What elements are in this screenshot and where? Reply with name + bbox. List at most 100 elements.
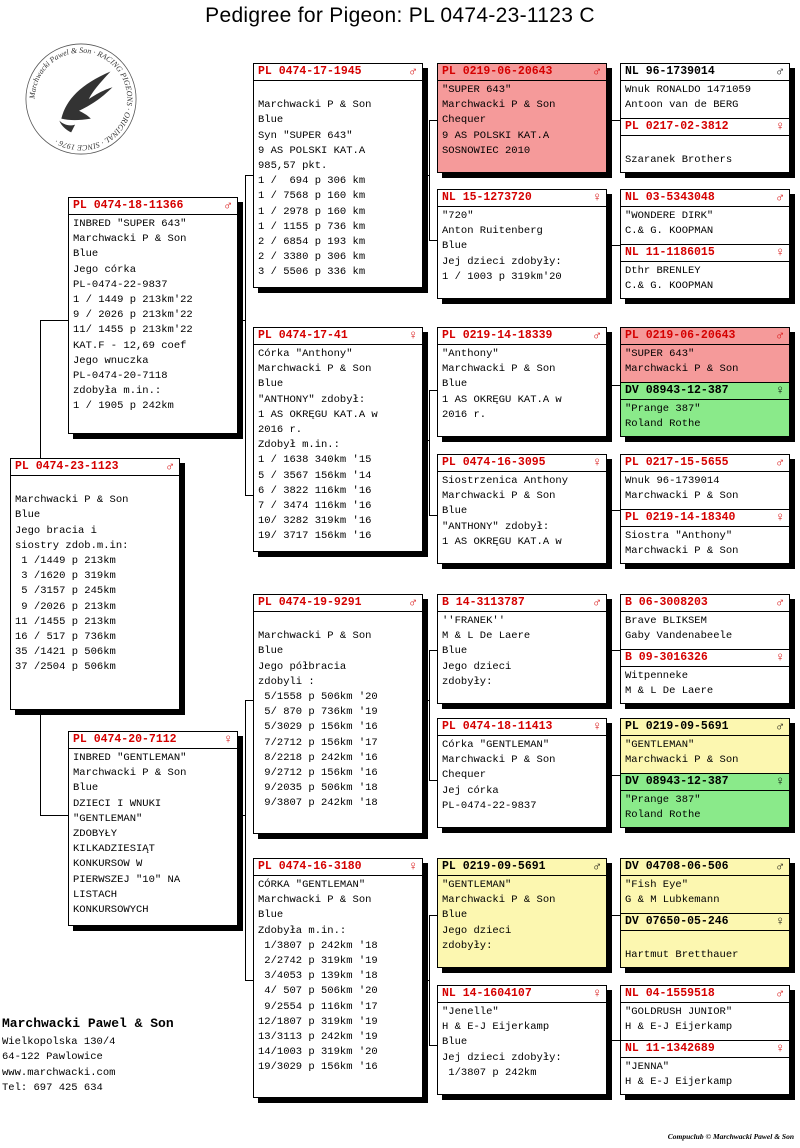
great-grandparent-card[interactable]: PL 0219-06-20643 ♂ "SUPER 643" Marchwacki P… <box>437 63 607 173</box>
detail-line: M & L De Laere <box>625 685 714 698</box>
detail-line: Blue <box>442 909 468 922</box>
ring-header: PL 0474-20-7112 ♀ <box>69 732 237 749</box>
pigeon-details: "GENTLEMAN" Marchwacki P & Son <box>621 736 789 768</box>
logo-badge: Marchwacki Pawel & Son · RACING PIGEONS … <box>25 43 137 155</box>
detail-line: Marchwacki P & Son <box>258 99 372 112</box>
pedigree-connector-line <box>245 980 253 981</box>
detail-line: Jego dzieci <box>442 924 512 937</box>
pedigree-connector-line <box>607 775 620 776</box>
ring-header: PL 0219-09-5691 ♂ <box>621 719 789 736</box>
sire-section[interactable]: NL 96-1739014 ♂ Wnuk RONALDO 1471059 Antoon… <box>621 64 789 113</box>
great-grandparent-card[interactable]: PL 0474-16-3095 ♀ Siostrzenica Anthony Marc… <box>437 454 607 564</box>
sex-symbol-icon: ♀ <box>776 383 784 398</box>
mother-card[interactable]: PL 0474-20-7112 ♀ INBRED "GENTLEMAN" Marchw… <box>68 731 238 926</box>
ring-header: PL 0474-23-1123 ♂ <box>11 459 179 476</box>
dam-section[interactable]: DV 07650-05-246 ♀ ​Hartmut Bretthauer <box>621 913 789 967</box>
detail-line: 5/1558 p 506km '20 <box>258 691 378 704</box>
ring-number: PL 0217-02-3812 <box>625 120 729 133</box>
sire-section[interactable]: NL 04-1559518 ♂ "GOLDRUSH JUNIOR" H & E-J E… <box>621 986 789 1035</box>
pedigree-connector-line <box>607 120 620 121</box>
detail-line: INBRED "GENTLEMAN" <box>73 752 187 764</box>
detail-line: "Prange 387" <box>625 403 701 415</box>
detail-line: Blue <box>442 1036 468 1049</box>
great-grandparent-card[interactable]: NL 15-1273720 ♀ "720" Anton Ruitenberg Blue J… <box>437 189 607 299</box>
detail-line: 9/2712 p 156km '16 <box>258 767 378 780</box>
pedigree-connector-line <box>40 815 68 816</box>
pigeon-details: INBRED "GENTLEMAN" Marchwacki P & Son Blue… <box>69 749 237 918</box>
sex-symbol-icon: ♂ <box>166 459 174 474</box>
great-great-grandparents-card[interactable]: NL 03-5343048 ♂ "WONDERE DIRK" C.& G. KOOPM… <box>620 189 790 299</box>
sire-section[interactable]: NL 03-5343048 ♂ "WONDERE DIRK" C.& G. KOOPM… <box>621 190 789 239</box>
ring-number: B 14-3113787 <box>442 596 525 609</box>
detail-line: 19/ 3717 156km '16 <box>258 530 372 543</box>
pigeon-details: Córka "Anthony" Marchwacki P & Son Blue "AN… <box>254 345 422 545</box>
great-grandparent-card[interactable]: PL 0219-14-18339 ♂ "Anthony" Marchwacki P &… <box>437 327 607 437</box>
great-grandparent-card[interactable]: PL 0474-18-11413 ♀ Córka "GENTLEMAN" Marchw… <box>437 718 607 828</box>
dam-section[interactable]: NL 11-1342689 ♀ "JENNA" H & E-J Eijerkamp <box>621 1040 789 1094</box>
detail-line: "SUPER 643" <box>625 348 695 360</box>
dam-section[interactable]: DV 08943-12-387 ♀ "Prange 387" Roland Rothe <box>621 382 789 436</box>
great-great-grandparents-card[interactable]: B 06-3008203 ♂ Brave BLIKSEM Gaby Vandenabe… <box>620 594 790 704</box>
dam-section[interactable]: PL 0219-14-18340 ♀ Siostra "Anthony" Marchw… <box>621 509 789 563</box>
great-great-grandparents-card[interactable]: DV 04708-06-506 ♂ "Fish Eye" G & M Lubkeman… <box>620 858 790 968</box>
subject-pigeon-card[interactable]: PL 0474-23-1123 ♂ ​Marchwacki P & Son Blue J… <box>10 458 180 710</box>
detail-line: ​ <box>258 614 419 629</box>
ring-number: PL 0219-14-18339 <box>442 329 553 342</box>
ring-header: B 14-3113787 ♂ <box>438 595 606 612</box>
sex-symbol-icon: ♀ <box>224 732 232 747</box>
detail-line: Marchwacki P & Son <box>625 363 739 376</box>
grandparent-card[interactable]: PL 0474-16-3180 ♀ CÓRKA "GENTLEMAN" Marchwa… <box>253 858 423 1098</box>
sex-symbol-icon: ♂ <box>593 64 601 79</box>
great-great-grandparents-card[interactable]: NL 04-1559518 ♂ "GOLDRUSH JUNIOR" H & E-J E… <box>620 985 790 1095</box>
pedigree-connector-line <box>607 650 620 651</box>
dam-section[interactable]: PL 0217-02-3812 ♀ ​Szaranek Brothers <box>621 118 789 172</box>
detail-line: C.& G. KOOPMAN <box>625 280 714 293</box>
ring-header: NL 11-1342689 ♀ <box>621 1041 789 1058</box>
great-great-grandparents-card[interactable]: PL 0219-06-20643 ♂ "SUPER 643" Marchwacki P… <box>620 327 790 437</box>
great-great-grandparents-card[interactable]: PL 0219-09-5691 ♂ "GENTLEMAN" Marchwacki P … <box>620 718 790 828</box>
detail-line: 2 / 3380 p 306 km <box>258 251 366 264</box>
detail-line: 1 / 2978 p 160 km <box>258 205 366 218</box>
detail-line: Marchwacki P & Son <box>442 490 556 503</box>
sire-section[interactable]: PL 0219-06-20643 ♂ "SUPER 643" Marchwacki P… <box>621 328 789 377</box>
sire-section[interactable]: B 06-3008203 ♂ Brave BLIKSEM Gaby Vandenabe… <box>621 595 789 644</box>
detail-line: 13/3113 p 242km '19 <box>258 1031 378 1044</box>
pedigree-connector-line <box>245 175 246 495</box>
detail-line: Jej dzieci zdobyły: <box>442 255 562 268</box>
sire-section[interactable]: PL 0217-15-5655 ♂ Wnuk 96-1739014 Marchwack… <box>621 455 789 504</box>
ring-header: PL 0474-19-9291 ♂ <box>254 595 422 612</box>
detail-line: "720" <box>442 210 474 222</box>
dam-section[interactable]: DV 08943-12-387 ♀ "Prange 387" Roland Rothe <box>621 773 789 827</box>
dam-section[interactable]: NL 11-1186015 ♀ Dthr BRENLEY C.& G. KOOPMAN <box>621 244 789 298</box>
detail-line: ​ <box>625 138 786 153</box>
great-great-grandparents-card[interactable]: NL 96-1739014 ♂ Wnuk RONALDO 1471059 Antoon… <box>620 63 790 173</box>
detail-line: zdobyli : <box>258 675 315 688</box>
dam-section[interactable]: B 09-3016326 ♀ Witpenneke M & L De Laere <box>621 649 789 703</box>
pedigree-connector-line <box>423 700 429 701</box>
ring-number: DV 04708-06-506 <box>625 860 729 873</box>
sex-symbol-icon: ♀ <box>593 719 601 734</box>
pedigree-connector-line <box>245 700 246 980</box>
ring-number: B 09-3016326 <box>625 651 708 664</box>
grandparent-card[interactable]: PL 0474-17-1945 ♂ ​Marchwacki P & Son Blue S… <box>253 63 423 288</box>
grandparent-card[interactable]: PL 0474-17-41 ♀ Córka "Anthony" Marchwacki … <box>253 327 423 552</box>
sire-section[interactable]: PL 0219-09-5691 ♂ "GENTLEMAN" Marchwacki P … <box>621 719 789 768</box>
detail-line: Antoon van de BERG <box>625 99 739 112</box>
detail-line: Jego wnuczka <box>73 354 149 367</box>
sex-symbol-icon: ♀ <box>776 245 784 260</box>
ring-header: PL 0474-17-41 ♀ <box>254 328 422 345</box>
detail-line: 14/1003 p 319km '20 <box>258 1046 378 1059</box>
father-card[interactable]: PL 0474-18-11366 ♂ INBRED "SUPER 643" March… <box>68 197 238 434</box>
pedigree-connector-line <box>423 175 429 176</box>
grandparent-card[interactable]: PL 0474-19-9291 ♂ ​Marchwacki P & Son Blue J… <box>253 594 423 834</box>
great-grandparent-card[interactable]: NL 14-1604107 ♀ "Jenelle" H & E-J Eijerkamp… <box>437 985 607 1095</box>
ring-number: PL 0474-16-3180 <box>258 860 362 873</box>
detail-line: 7 / 3474 116km '16 <box>258 500 372 513</box>
great-grandparent-card[interactable]: B 14-3113787 ♂ ''FRANEK'' M & L De Laere Blu… <box>437 594 607 704</box>
great-great-grandparents-card[interactable]: PL 0217-15-5655 ♂ Wnuk 96-1739014 Marchwack… <box>620 454 790 564</box>
sex-symbol-icon: ♀ <box>776 914 784 929</box>
website-link[interactable]: www.marchwacki.com <box>2 1066 116 1079</box>
ring-header: PL 0474-16-3180 ♀ <box>254 859 422 876</box>
great-grandparent-card[interactable]: PL 0219-09-5691 ♂ "GENTLEMAN" Marchwacki P … <box>437 858 607 968</box>
sire-section[interactable]: DV 04708-06-506 ♂ "Fish Eye" G & M Lubkeman… <box>621 859 789 908</box>
